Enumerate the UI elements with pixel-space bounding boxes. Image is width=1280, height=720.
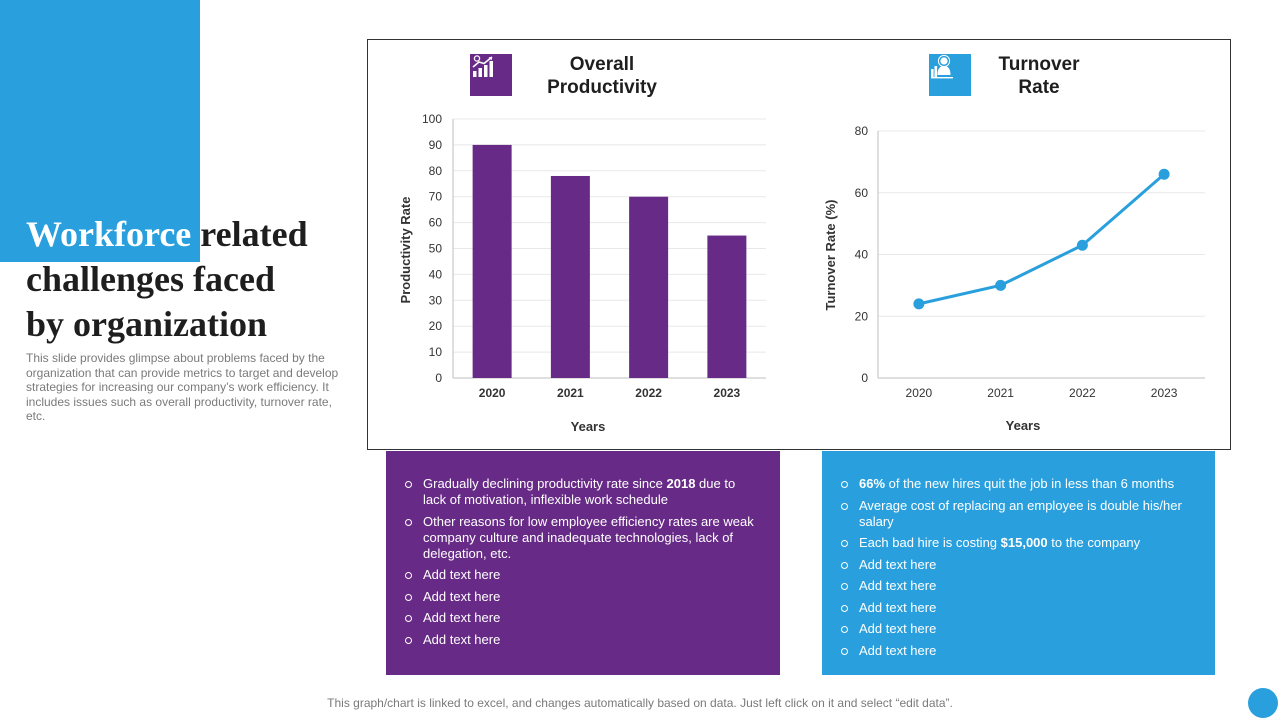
x-axis-title: Years [571,419,606,434]
x-tick-label: 2022 [635,386,662,400]
turnover-bullet: Average cost of replacing an employee is… [840,498,1195,530]
y-tick-label: 70 [429,190,443,204]
turnover-bullet: 66% of the new hires quit the job in les… [840,476,1195,492]
title-line-2: challenges faced [26,259,275,299]
point-2023 [1158,168,1170,180]
bullet-text: Add text here [423,610,501,625]
title-line-3: by organization [26,304,268,344]
y-tick-label: 60 [429,216,443,230]
turnover-chart-title: Turnover Rate [984,53,1094,99]
y-tick-label: 90 [429,138,443,152]
bullet-text: Add text here [859,578,937,593]
y-tick-label: 20 [429,319,443,333]
y-tick-label: 0 [435,371,442,385]
bullet-text: Add text here [859,556,937,572]
bullet-highlight: 2018 [666,476,696,491]
footer-note: This graph/chart is linked to excel, and… [327,696,953,710]
bullet-text: Add text here [423,567,501,582]
x-tick-label: 2021 [987,386,1014,400]
turnover-bullet: Add text here [840,621,1195,637]
productivity-bullet: Add text here [404,589,760,605]
y-tick-label: 60 [855,186,869,200]
x-tick-label: 2020 [906,386,933,400]
bullet-text: Each bad hire is costing [859,535,1001,550]
point-2022 [1076,239,1088,251]
bullet-text: to the company [1047,535,1141,550]
bullet-text: Add text here [859,621,937,636]
bar-2020 [472,144,512,378]
turnover-bullet: Add text here [840,557,1195,573]
x-tick-label: 2022 [1069,386,1096,400]
corner-dot [1248,688,1278,718]
turnover-bullet: Add text here [840,643,1195,659]
bullet-text: Gradually declining productivity rate si… [423,476,667,491]
productivity-bullet-list: Gradually declining productivity rate si… [404,476,760,648]
turnover-bullet: Each bad hire is costing $15,000 to the … [840,535,1195,551]
employee-turnover-icon [929,54,971,96]
x-tick-label: 2021 [557,386,584,400]
x-axis-title: Years [1006,418,1041,433]
bullet-text: of the new hires quit the job in less th… [885,476,1175,491]
y-tick-label: 100 [422,112,442,126]
growth-chart-icon [470,54,512,96]
accent-block [0,0,200,262]
point-2020 [913,298,925,310]
series-line [918,173,1166,306]
productivity-bullet: Other reasons for low employee efficienc… [404,514,760,562]
y-axis-title: Turnover Rate (%) [823,200,838,311]
y-tick-label: 80 [429,164,443,178]
turnover-bullet: Add text here [840,600,1195,616]
y-tick-label: 50 [429,242,443,256]
turnover-insights-panel: 66% of the new hires quit the job in les… [822,451,1215,675]
y-tick-label: 30 [429,293,443,307]
turnover-title-line-1: Turnover [998,54,1080,75]
productivity-bullet: Add text here [404,567,760,583]
productivity-bullet: Gradually declining productivity rate si… [404,476,760,508]
turnover-title-line-2: Rate [1018,77,1060,98]
x-tick-label: 2023 [714,386,741,400]
productivity-title-line-2: Productivity [547,77,657,98]
productivity-bullet: Add text here [404,610,760,626]
y-tick-label: 40 [429,267,443,281]
bullet-text: Average cost of replacing an employee is… [859,497,1182,529]
turnover-bullet: Add text here [840,578,1195,594]
x-tick-label: 2023 [1151,386,1178,400]
title-rest: related [191,214,308,254]
x-tick-label: 2020 [479,386,506,400]
y-tick-label: 80 [855,124,869,138]
slide-description: This slide provides glimpse about proble… [26,351,339,423]
bullet-text: Add text here [423,631,501,647]
bullet-text: Add text here [859,642,937,658]
bullet-text: Other reasons for low employee efficienc… [423,513,754,561]
bullet-highlight: 66% [859,476,886,491]
y-tick-label: 10 [429,345,443,359]
bullet-text: due to lack of motivation, inflexible wo… [423,476,736,507]
turnover-bullet-list: 66% of the new hires quit the job in les… [840,476,1195,659]
page-title: Workforce related challenges faced by orga… [26,212,308,347]
productivity-bullet: Add text here [404,632,760,648]
bullet-text: Add text here [859,599,937,615]
productivity-insights-panel: Gradually declining productivity rate si… [386,451,780,675]
bullet-text: Add text here [423,588,501,604]
y-axis-title: Productivity Rate [398,197,413,304]
productivity-chart-title: Overall Productivity [532,53,672,99]
title-highlight: Workforce [26,214,192,254]
bar-2022 [629,196,669,378]
point-2021 [995,279,1007,291]
bar-2023 [707,235,747,378]
productivity-title-line-1: Overall [569,54,635,75]
charts-container[interactable]: 0 10 20 30 40 50 60 70 80 90 100 2020 2021 2022 2023 Ye… [367,39,1231,450]
y-tick-label: 40 [855,248,869,262]
bar-2021 [550,175,590,378]
y-tick-label: 0 [861,371,868,385]
bullet-highlight: $15,000 [1000,535,1048,550]
y-tick-label: 20 [855,309,869,323]
charts-svg: 0 10 20 30 40 50 60 70 80 90 100 2020 2021 2022 2023 Ye… [398,112,1205,434]
